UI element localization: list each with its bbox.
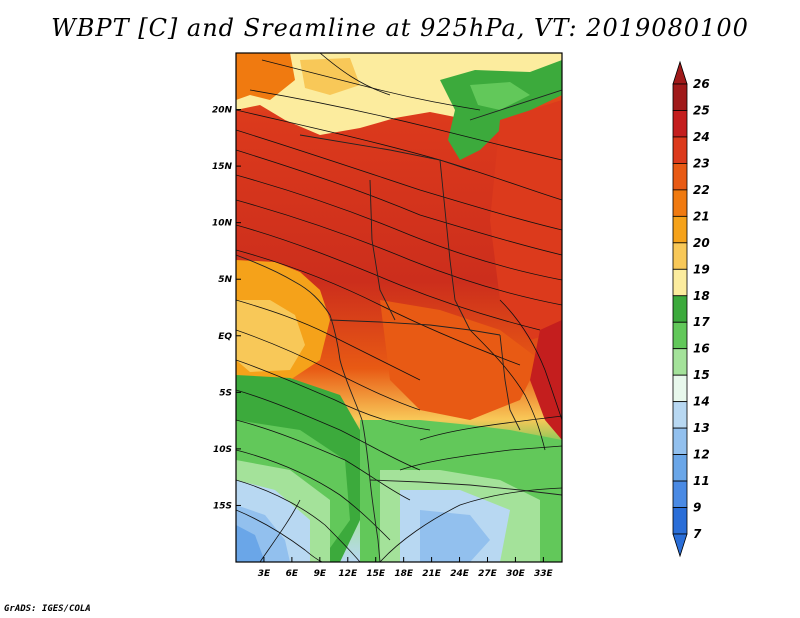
colorbar-label: 9	[693, 501, 701, 515]
lat-tick-label: 5S	[219, 388, 232, 398]
lon-tick-label: 12E	[338, 569, 358, 579]
chart-title: WBPT [C] and Sreamline at 925hPa, VT: 20…	[51, 14, 749, 42]
wbpt-field	[236, 53, 562, 562]
colorbar-bottom-arrow	[672, 533, 688, 558]
lon-tick-label: 9E	[314, 569, 327, 579]
colorbar-segment	[672, 427, 688, 455]
colorbar-label: 15	[693, 368, 710, 382]
colorbar-label: 19	[693, 262, 710, 276]
latitude-axis: 20N 15N 10N 5N EQ 5S 10S 15S	[212, 106, 241, 511]
lon-tick-label: 30E	[506, 569, 526, 579]
colorbar-segment	[672, 507, 688, 535]
colorbar-label: 26	[693, 77, 710, 91]
lon-tick-label: 33E	[534, 569, 554, 579]
colorbar-label: 16	[693, 342, 710, 356]
colorbar-segment	[672, 401, 688, 429]
lon-tick-label: 18E	[394, 569, 414, 579]
lat-tick-label: 15S	[213, 501, 232, 511]
colorbar-segment	[672, 454, 688, 482]
lon-tick-label: 15E	[366, 569, 386, 579]
colorbar-label: 7	[693, 527, 702, 541]
colorbar-label: 20	[693, 236, 710, 250]
colorbar-segment	[672, 348, 688, 376]
lon-tick-label: 6E	[286, 569, 299, 579]
colorbar-segment	[672, 136, 688, 164]
colorbar-segment	[672, 374, 688, 403]
colorbar-top-arrow	[672, 60, 688, 85]
country-borders	[236, 89, 562, 562]
colorbar-segment	[672, 268, 688, 297]
colorbar: 26 25 24 23 22 21 20 19 18 17 16 15 14 13 12 11 9 7	[672, 60, 710, 558]
streamlines	[236, 53, 562, 562]
colorbar-label: 14	[693, 395, 710, 409]
lon-tick-label: 27E	[478, 569, 498, 579]
colorbar-segment	[672, 215, 688, 244]
colorbar-segment	[672, 163, 688, 191]
grads-credit: GrADS: IGES/COLA	[4, 604, 91, 614]
map-frame	[235, 52, 563, 563]
lon-tick-label: 3E	[258, 569, 271, 579]
colorbar-segment	[672, 83, 688, 111]
lon-tick-label: 24E	[450, 569, 470, 579]
colorbar-segment	[672, 242, 688, 270]
colorbar-label: 22	[693, 183, 710, 197]
lon-tick-label: 21E	[422, 569, 442, 579]
colorbar-label: 21	[693, 209, 710, 223]
lat-tick-label: 15N	[212, 162, 233, 172]
colorbar-label: 17	[693, 315, 710, 329]
colorbar-segment	[672, 189, 688, 217]
colorbar-segment	[672, 110, 688, 138]
colorbar-label: 25	[693, 103, 710, 117]
colorbar-label: 13	[693, 421, 710, 435]
colorbar-segment	[672, 480, 688, 508]
colorbar-label: 23	[693, 156, 710, 170]
lat-tick-label: EQ	[218, 332, 232, 342]
lat-tick-label: 10N	[212, 219, 233, 229]
colorbar-label: 24	[693, 130, 710, 144]
lat-tick-label: 20N	[212, 106, 233, 116]
lat-tick-label: 5N	[218, 275, 232, 285]
colorbar-label: 18	[693, 289, 710, 303]
colorbar-label: 11	[693, 474, 710, 488]
colorbar-segment	[672, 295, 688, 323]
longitude-axis: 3E 6E 9E 12E 15E 18E 21E 24E 27E 30E 33E	[258, 557, 554, 579]
lat-tick-label: 10S	[213, 445, 232, 455]
colorbar-label: 12	[693, 448, 710, 462]
colorbar-segment	[672, 321, 688, 350]
